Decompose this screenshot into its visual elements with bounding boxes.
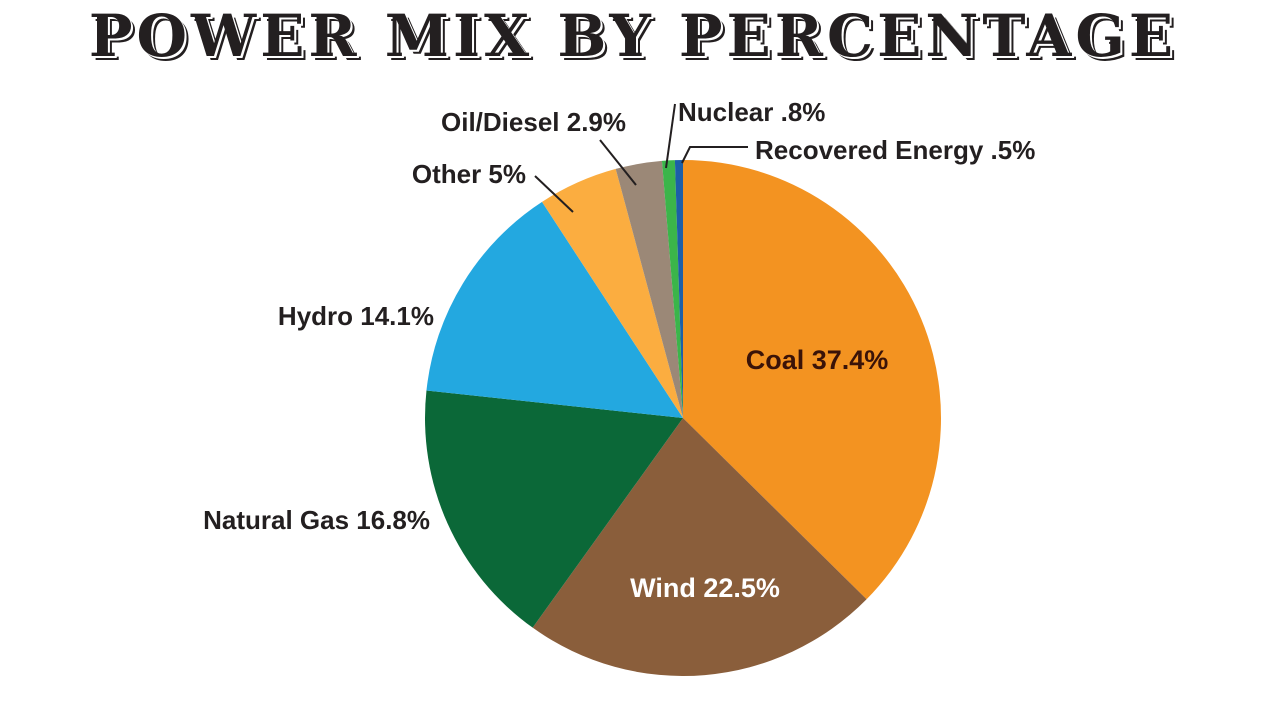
slice-label-wind: Wind 22.5% [630, 573, 780, 603]
slice-label-coal: Coal 37.4% [746, 345, 889, 375]
slice-labels: Coal 37.4% Wind 22.5% Natural Gas 16.8% Hyd… [203, 97, 1035, 603]
pie-slice-natural-gas [424, 390, 683, 628]
leader-line-nuclear [665, 103, 676, 169]
slice-label-nuclear: Nuclear .8% [678, 97, 825, 127]
slice-label-recovered-energy: Recovered Energy .5% [755, 135, 1035, 165]
slice-label-other: Other 5% [412, 159, 526, 189]
slice-label-hydro: Hydro 14.1% [278, 301, 434, 331]
pie-slice-other [542, 168, 683, 418]
pie-slice-wind [532, 418, 867, 677]
pie-slices [424, 159, 942, 677]
leader-lines [534, 103, 748, 213]
leader-line-recovered-energy [681, 146, 748, 164]
chart-title: POWER MIX BY PERCENTAGE [88, 2, 1178, 70]
slice-label-oil-diesel: Oil/Diesel 2.9% [441, 107, 626, 137]
pie-slice-hydro [426, 201, 683, 418]
leader-line-oil-diesel [599, 139, 637, 186]
leader-line-other [534, 175, 574, 213]
pie-slice-nuclear [661, 160, 683, 418]
pie-slice-recovered-energy [674, 160, 683, 418]
slice-label-natural-gas: Natural Gas 16.8% [203, 505, 430, 535]
pie-slice-coal [683, 159, 942, 600]
pie-slice-oil-diesel [615, 160, 683, 419]
